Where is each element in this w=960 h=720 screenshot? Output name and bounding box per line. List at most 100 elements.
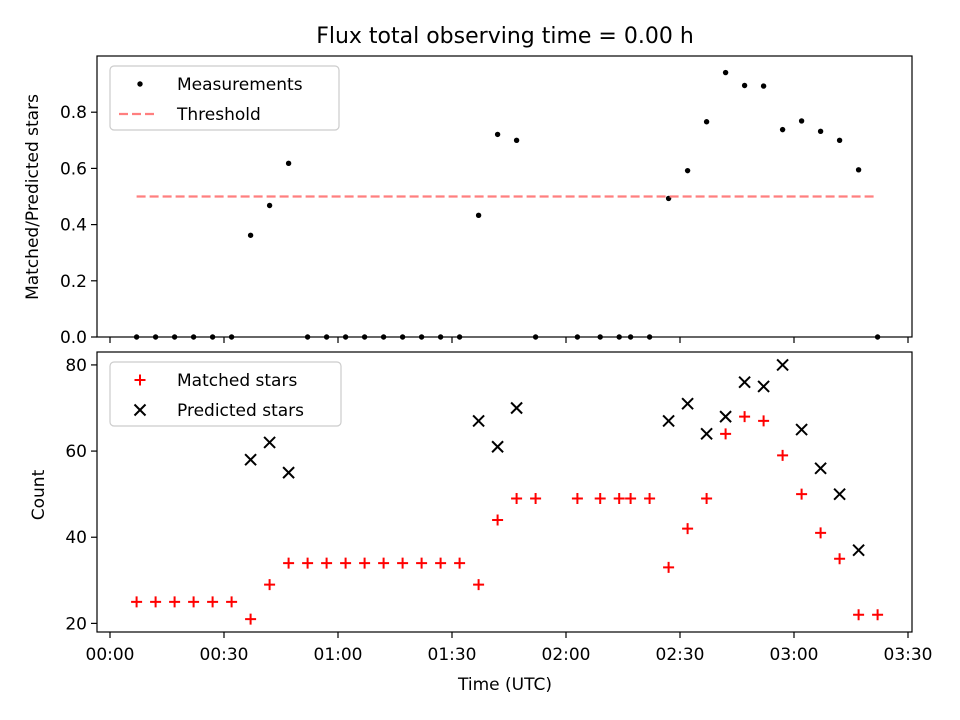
predicted-stars-point [852, 543, 865, 557]
matched-stars-point [530, 492, 542, 504]
predicted-stars-point [833, 487, 846, 501]
measurements-point [741, 82, 748, 89]
measurements-point [418, 334, 425, 340]
measurements-point [171, 334, 178, 340]
measurements-point [817, 128, 824, 135]
legend-label-predicted-stars: Predicted stars [177, 401, 304, 421]
matched-stars-point [264, 579, 276, 591]
matched-stars-point [511, 492, 523, 504]
matched-stars-point [625, 492, 637, 504]
top-y-axis-label: Matched/Predicted stars [23, 94, 43, 300]
measurements-point [399, 334, 406, 340]
legend-swatch-matched-stars [134, 374, 146, 386]
measurements-point [133, 334, 140, 340]
plot-frame [96, 351, 913, 633]
legend-box [109, 361, 342, 427]
top-panel: Matched/Predicted stars 0.0 0.2 0.4 0.6 0.8 M… [23, 55, 913, 348]
measurements-point [494, 131, 501, 138]
x-tick-label: 02:30 [656, 645, 705, 665]
matched-stars-point [701, 492, 713, 504]
predicted-stars-point [491, 440, 504, 453]
matched-stars-point [283, 557, 295, 569]
y-tick-label: 0.6 [60, 159, 87, 179]
measurements-point [836, 137, 843, 143]
matched-stars-point [594, 492, 606, 504]
predicted-stars-point [282, 466, 295, 479]
measurements-point [209, 334, 216, 340]
measurements-point [342, 334, 349, 340]
measurements-point [703, 119, 710, 125]
predicted-stars-point [681, 397, 694, 410]
matched-stars-point [571, 492, 583, 504]
y-tick-label: 40 [65, 528, 87, 548]
matched-stars-point [613, 492, 625, 504]
chart-title: Flux total observing time = 0.00 h [316, 24, 694, 49]
measurements-point [228, 334, 235, 340]
matched-stars-point [758, 415, 770, 427]
matched-stars-point [131, 596, 143, 608]
matched-stars-point [796, 488, 808, 500]
x-tick-label: 01:30 [428, 645, 477, 665]
measurements-point [304, 334, 311, 340]
bottom-y-axis-label: Count [29, 469, 49, 520]
measurements-point [190, 334, 197, 340]
y-tick-label: 0.0 [60, 328, 87, 348]
matched-stars-point [245, 613, 257, 625]
predicted-stars-point [263, 436, 276, 449]
matched-stars-point [473, 579, 485, 591]
y-tick-label: 0.8 [60, 103, 87, 123]
measurements-point [627, 334, 634, 340]
predicted-stars-point [244, 453, 257, 466]
matched-stars-point [340, 557, 352, 569]
predicted-stars-point [510, 401, 523, 415]
matched-stars-point [302, 557, 314, 569]
bottom-panel: Count Time (UTC) 20 40 60 80 00:00 00:30 01:00… [29, 351, 933, 695]
matched-stars-point [644, 492, 656, 504]
legend-swatch-predicted-stars [133, 403, 147, 417]
matched-stars-point [226, 596, 238, 608]
measurements-point [874, 334, 881, 340]
measurements-point [646, 334, 653, 340]
matched-stars-point [397, 557, 409, 569]
matched-stars-point [720, 428, 732, 440]
matched-stars-point [777, 449, 789, 461]
x-tick-label: 02:00 [542, 645, 591, 665]
matched-stars-point [416, 557, 428, 569]
predicted-stars-point [738, 375, 751, 389]
y-tick-label: 60 [65, 442, 87, 462]
measurements-point [855, 167, 862, 173]
y-tick-label: 80 [65, 356, 87, 376]
measurements-point [475, 212, 482, 219]
plot-frame [96, 55, 913, 338]
measurements-point [616, 334, 622, 340]
matched-stars-point [188, 596, 200, 608]
measurements-point [285, 160, 292, 167]
legend: Matched stars Predicted stars [109, 361, 342, 427]
legend-swatch-measurements [137, 81, 143, 87]
legend-label-matched-stars: Matched stars [177, 371, 297, 391]
y-tick-label: 0.4 [60, 216, 87, 236]
y-tick-label: 20 [65, 614, 87, 634]
legend-label-measurements: Measurements [177, 75, 303, 95]
measurements-point [152, 334, 159, 340]
measurements-point [456, 334, 463, 340]
x-tick-label: 03:00 [770, 645, 819, 665]
measurements-point [361, 334, 368, 340]
predicted-stars-point [776, 358, 789, 372]
predicted-stars-point [757, 380, 770, 393]
matched-stars-point [739, 411, 751, 423]
predicted-stars-point [472, 414, 485, 428]
x-tick-label: 01:00 [314, 645, 363, 665]
matched-stars-point [454, 557, 466, 569]
measurements-point [437, 334, 444, 340]
matched-stars-point [150, 596, 162, 608]
y-tick-label: 0.2 [60, 272, 87, 292]
measurements-point [597, 334, 603, 340]
matched-stars-point [492, 514, 504, 526]
measurements-point [513, 137, 520, 143]
matched-stars-point [872, 609, 884, 621]
matched-stars-point [359, 557, 371, 569]
matched-stars-point [207, 596, 219, 608]
x-tick-label: 00:30 [200, 645, 249, 665]
